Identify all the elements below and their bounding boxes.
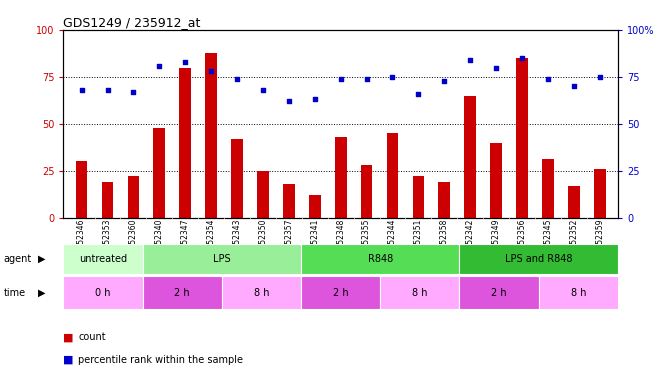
Text: ▶: ▶ [38,288,45,297]
Text: 2 h: 2 h [491,288,507,297]
Text: GDS1249 / 235912_at: GDS1249 / 235912_at [63,16,201,29]
Point [309,96,320,102]
Bar [594,169,606,217]
Text: GSM52345: GSM52345 [544,219,552,260]
Point [542,76,553,82]
Text: GSM52360: GSM52360 [129,219,138,260]
Text: 8 h: 8 h [412,288,428,297]
Point [335,76,346,82]
Text: GSM52359: GSM52359 [595,219,605,260]
Point [128,89,139,95]
Text: GSM52355: GSM52355 [362,219,371,260]
Point [76,87,87,93]
Text: GSM52352: GSM52352 [569,219,578,260]
Text: LPS: LPS [213,254,230,264]
Bar [102,182,114,218]
Bar [380,276,460,309]
Text: 8 h: 8 h [254,288,269,297]
Bar [283,184,295,218]
Text: GSM52340: GSM52340 [155,219,164,260]
Bar [180,68,191,218]
Point [568,83,579,89]
Point [102,87,113,93]
Bar [335,137,347,218]
Bar [309,195,321,217]
Text: GSM52342: GSM52342 [466,219,475,260]
Text: ■: ■ [63,355,74,365]
Text: GSM52351: GSM52351 [414,219,423,260]
Bar [490,142,502,218]
Text: time: time [3,288,25,297]
Point [283,98,294,104]
Point [516,55,527,61]
Point [361,76,372,82]
Bar [257,171,269,217]
Text: percentile rank within the sample: percentile rank within the sample [78,355,243,365]
Text: 8 h: 8 h [570,288,586,297]
Bar [143,244,301,274]
Point [465,57,476,63]
Bar [464,96,476,218]
Bar [387,133,398,218]
Bar [460,244,618,274]
Bar [222,276,301,309]
Bar [154,128,165,218]
Text: GSM52358: GSM52358 [440,219,449,260]
Text: ■: ■ [63,333,74,342]
Text: GSM52349: GSM52349 [492,219,500,260]
Point [206,68,216,74]
Bar [63,276,143,309]
Text: GSM52350: GSM52350 [259,219,267,260]
Bar [413,176,424,218]
Text: GSM52347: GSM52347 [181,219,190,260]
Point [491,64,502,70]
Bar [301,244,460,274]
Text: GSM52344: GSM52344 [388,219,397,260]
Bar [75,161,88,218]
Text: agent: agent [3,254,31,264]
Text: R848: R848 [367,254,393,264]
Point [595,74,605,80]
Bar [301,276,380,309]
Text: GSM52353: GSM52353 [103,219,112,260]
Bar [438,182,450,218]
Bar [63,244,143,274]
Text: GSM52354: GSM52354 [206,219,216,260]
Point [154,63,165,69]
Text: 2 h: 2 h [174,288,190,297]
Bar [205,53,217,217]
Bar [542,159,554,218]
Text: GSM52341: GSM52341 [310,219,319,260]
Text: count: count [78,333,106,342]
Bar [460,276,538,309]
Point [387,74,398,80]
Point [180,59,190,65]
Text: GSM52357: GSM52357 [285,219,293,260]
Bar [568,186,580,218]
Text: untreated: untreated [79,254,127,264]
Point [258,87,269,93]
Bar [231,139,243,218]
Bar [361,165,373,218]
Text: 2 h: 2 h [333,288,349,297]
Bar [516,58,528,217]
Text: GSM52356: GSM52356 [518,219,526,260]
Text: 0 h: 0 h [96,288,111,297]
Text: GSM52346: GSM52346 [77,219,86,260]
Text: LPS and R848: LPS and R848 [505,254,572,264]
Point [413,91,424,97]
Point [232,76,242,82]
Text: GSM52343: GSM52343 [232,219,242,260]
Text: ▶: ▶ [38,254,45,264]
Point [439,78,450,84]
Text: GSM52348: GSM52348 [336,219,345,260]
Bar [538,276,618,309]
Bar [128,176,139,218]
Bar [143,276,222,309]
